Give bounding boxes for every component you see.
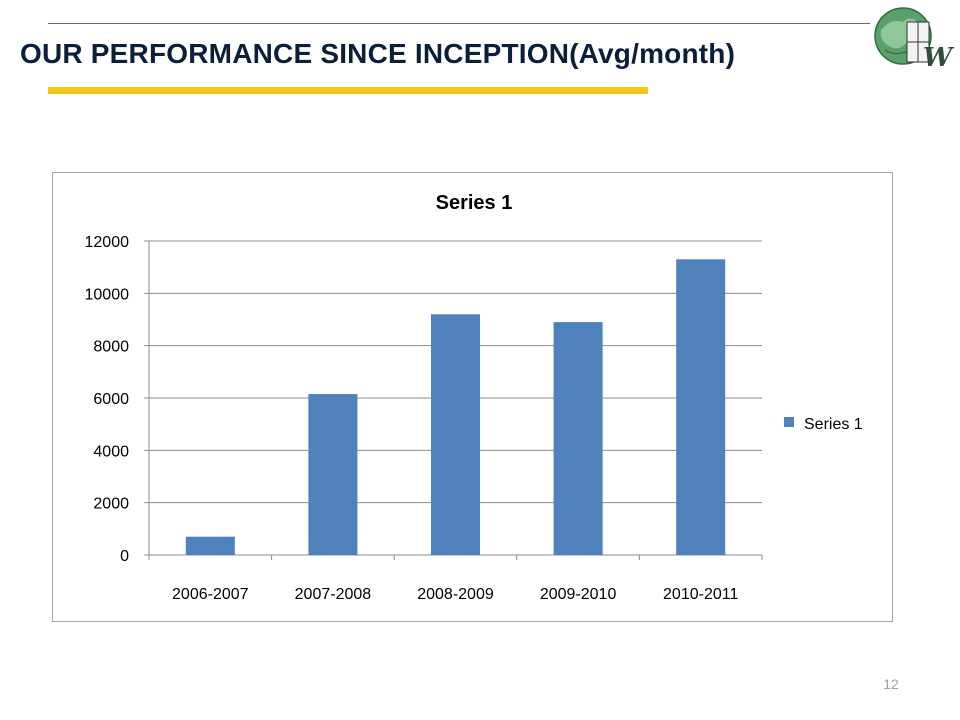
y-tick-label: 6000 bbox=[93, 391, 129, 408]
bar bbox=[676, 259, 726, 555]
y-tick-label: 4000 bbox=[93, 443, 129, 460]
page-number: 12 bbox=[883, 676, 899, 692]
bar bbox=[553, 322, 603, 555]
bar bbox=[430, 314, 481, 555]
y-tick-label: 10000 bbox=[85, 286, 130, 303]
x-tick-label: 2009-2010 bbox=[540, 586, 617, 603]
y-tick-label: 8000 bbox=[93, 339, 129, 356]
y-tick-label: 2000 bbox=[93, 496, 129, 513]
title-underline bbox=[48, 87, 648, 94]
legend-label: Series 1 bbox=[804, 416, 863, 433]
header-rule bbox=[48, 23, 870, 24]
y-tick-label: 0 bbox=[120, 548, 129, 565]
x-tick-label: 2007-2008 bbox=[295, 586, 372, 603]
chart-title: Series 1 bbox=[436, 192, 513, 214]
x-tick-label: 2010-2011 bbox=[663, 586, 738, 603]
legend-swatch bbox=[784, 417, 794, 427]
logo-lettering: W bbox=[923, 43, 955, 73]
bar bbox=[308, 394, 358, 555]
chart-frame: 0 2000 4000 6000 8000 10000 12000 2006-2007 2007… bbox=[52, 172, 893, 622]
y-tick-label: 12000 bbox=[85, 234, 130, 251]
x-tick-label: 2006-2007 bbox=[172, 586, 249, 603]
company-logo: W bbox=[874, 7, 955, 73]
slide-title: OUR PERFORMANCE SINCE INCEPTION(Avg/mont… bbox=[20, 38, 736, 69]
x-tick-label: 2008-2009 bbox=[417, 586, 494, 603]
bar bbox=[185, 536, 235, 555]
bar-chart: 0 2000 4000 6000 8000 10000 12000 2006-2007 2007… bbox=[85, 192, 863, 603]
